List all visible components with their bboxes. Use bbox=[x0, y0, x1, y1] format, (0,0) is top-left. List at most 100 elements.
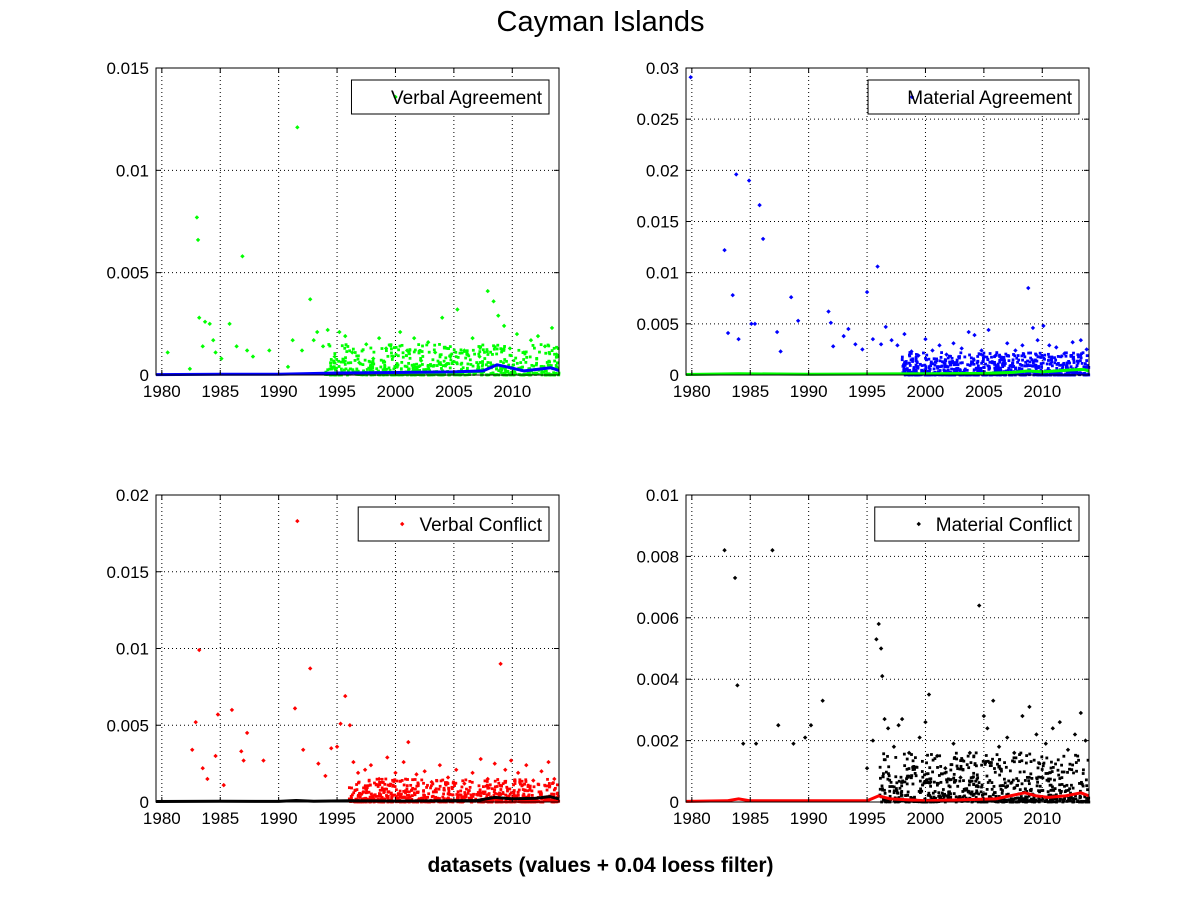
data-point bbox=[972, 357, 975, 361]
data-point bbox=[407, 794, 411, 797]
data-point bbox=[432, 364, 436, 367]
data-point bbox=[999, 787, 1003, 791]
data-point bbox=[1025, 775, 1029, 779]
data-point bbox=[508, 372, 512, 376]
data-point bbox=[454, 355, 458, 359]
x-axis: 1980 1985 1990 1995 2000 2005 2010 bbox=[143, 68, 531, 401]
data-point bbox=[442, 359, 446, 363]
data-point bbox=[886, 754, 889, 758]
data-point bbox=[197, 647, 202, 653]
data-point bbox=[547, 782, 551, 785]
data-point bbox=[407, 796, 410, 800]
data-point bbox=[972, 771, 976, 775]
data-point bbox=[435, 779, 439, 783]
data-point bbox=[381, 368, 385, 372]
data-point bbox=[1083, 371, 1086, 375]
data-point bbox=[988, 360, 992, 364]
data-point bbox=[971, 794, 975, 797]
data-point bbox=[483, 779, 487, 783]
data-point bbox=[405, 793, 409, 797]
data-point bbox=[998, 360, 1002, 364]
data-point bbox=[1002, 355, 1005, 359]
data-point bbox=[965, 763, 969, 767]
data-point bbox=[897, 796, 901, 799]
data-point bbox=[1003, 777, 1006, 781]
data-point bbox=[448, 354, 453, 359]
data-point bbox=[405, 797, 409, 800]
data-point bbox=[491, 299, 496, 304]
data-point bbox=[459, 793, 463, 797]
data-point bbox=[454, 767, 459, 772]
data-point bbox=[987, 365, 991, 368]
data-point bbox=[940, 791, 944, 795]
data-point bbox=[925, 778, 929, 782]
data-point bbox=[410, 363, 414, 367]
data-point bbox=[395, 362, 399, 365]
data-point bbox=[988, 779, 992, 782]
data-point bbox=[467, 789, 471, 792]
data-point bbox=[1055, 799, 1059, 803]
data-point bbox=[390, 347, 393, 351]
data-point bbox=[934, 796, 937, 800]
data-point bbox=[892, 785, 896, 789]
data-point bbox=[966, 363, 970, 367]
data-point bbox=[486, 793, 490, 797]
data-point bbox=[501, 366, 505, 370]
data-point bbox=[527, 794, 530, 798]
data-point bbox=[1074, 761, 1078, 764]
data-point bbox=[980, 783, 984, 787]
data-point bbox=[900, 781, 904, 784]
data-point bbox=[915, 353, 918, 356]
data-point bbox=[895, 789, 899, 793]
x-tick-label: 1980 bbox=[673, 382, 711, 401]
data-point bbox=[535, 357, 539, 360]
data-point bbox=[1030, 777, 1034, 780]
data-point bbox=[441, 795, 445, 799]
data-point bbox=[425, 785, 428, 789]
data-point bbox=[938, 369, 942, 372]
data-point bbox=[929, 784, 932, 788]
data-point bbox=[1074, 794, 1077, 798]
data-point bbox=[1004, 765, 1008, 769]
data-point bbox=[320, 344, 326, 349]
data-point bbox=[948, 778, 952, 782]
data-point bbox=[1048, 362, 1052, 366]
data-point bbox=[932, 357, 936, 361]
y-tick-label: 0.01 bbox=[646, 486, 679, 505]
legend: Material Conflict bbox=[874, 506, 1080, 542]
data-point bbox=[451, 372, 454, 376]
data-point bbox=[523, 799, 527, 802]
data-point bbox=[537, 372, 540, 376]
data-point bbox=[1074, 371, 1078, 375]
data-point bbox=[946, 365, 950, 369]
data-point bbox=[1063, 784, 1066, 788]
data-point bbox=[328, 367, 332, 371]
data-point bbox=[943, 793, 947, 797]
data-point bbox=[952, 757, 956, 760]
data-point bbox=[362, 786, 365, 790]
data-point bbox=[444, 356, 448, 360]
data-point bbox=[931, 791, 935, 795]
data-point bbox=[386, 797, 390, 800]
data-point bbox=[1042, 761, 1046, 765]
data-point bbox=[985, 355, 989, 359]
data-point bbox=[996, 762, 999, 766]
data-point bbox=[1062, 351, 1067, 356]
data-point bbox=[976, 603, 982, 608]
data-point bbox=[490, 787, 494, 791]
data-point bbox=[525, 355, 529, 359]
data-point bbox=[499, 360, 503, 363]
data-point bbox=[908, 361, 911, 365]
data-point bbox=[368, 369, 372, 373]
data-point bbox=[951, 341, 956, 346]
data-point bbox=[961, 768, 965, 772]
data-point bbox=[974, 779, 978, 783]
data-point bbox=[921, 783, 924, 787]
data-point bbox=[1002, 784, 1005, 788]
data-point bbox=[394, 788, 398, 792]
data-point bbox=[535, 361, 539, 365]
data-point bbox=[409, 783, 413, 787]
x-tick-label: 2010 bbox=[493, 809, 531, 828]
data-point bbox=[403, 372, 407, 376]
